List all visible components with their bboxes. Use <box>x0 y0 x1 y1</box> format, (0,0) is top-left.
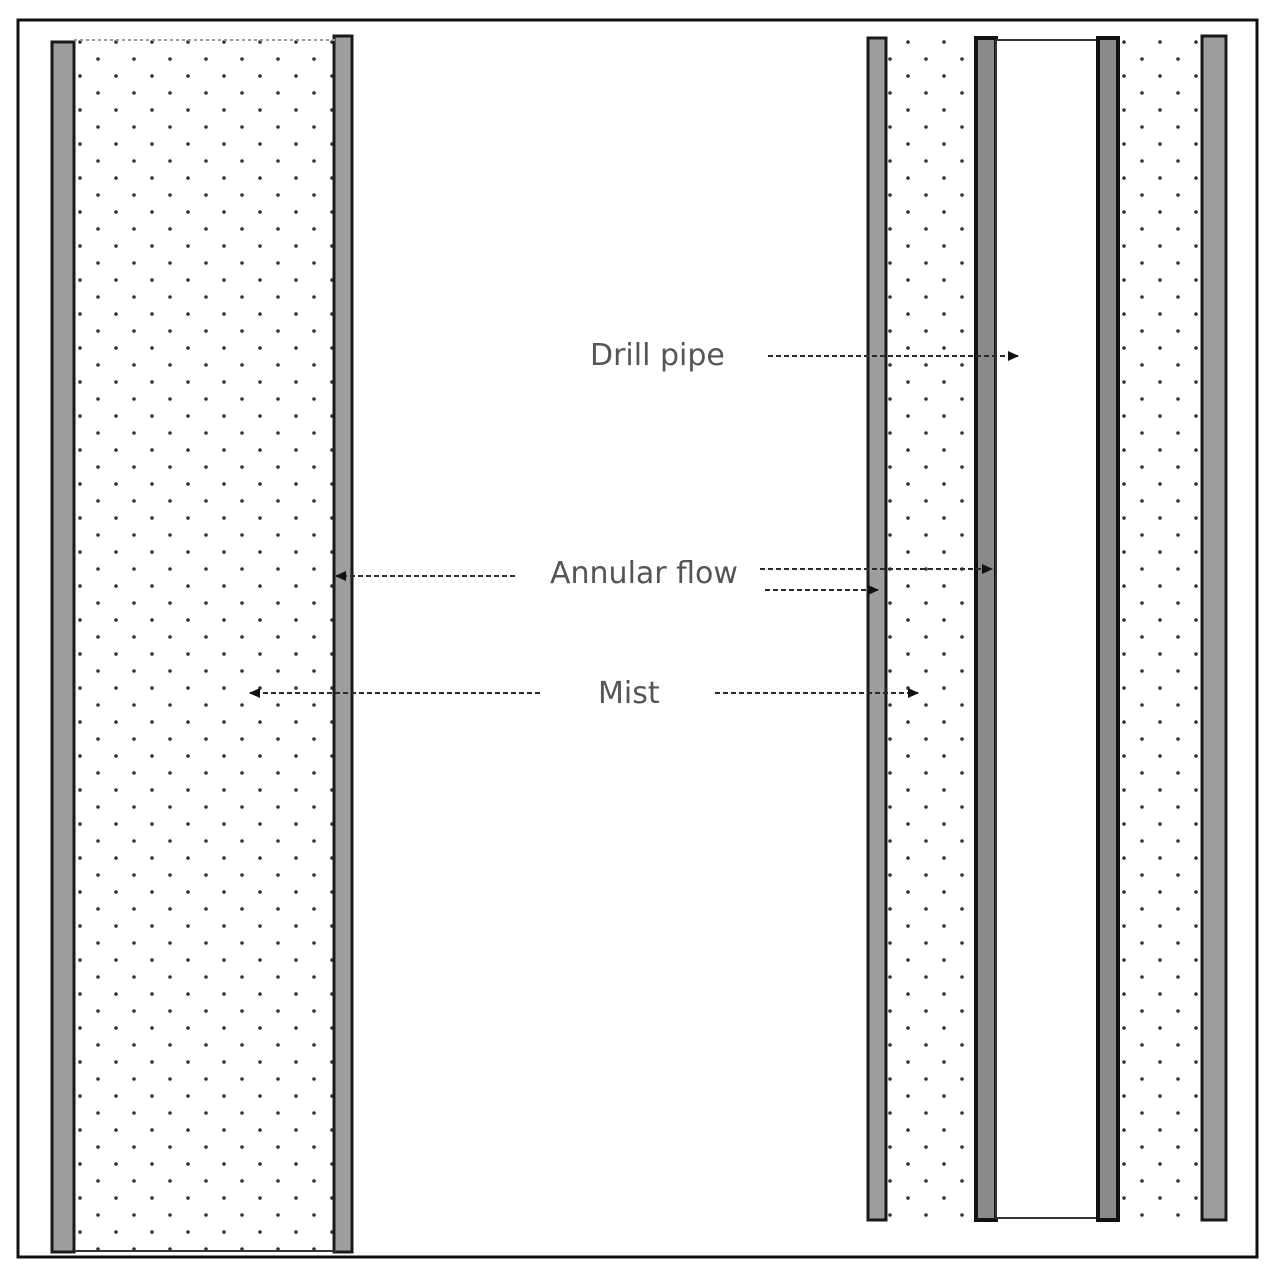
drill-pipe-bore <box>995 39 1099 1219</box>
label-mist: Mist <box>598 676 660 711</box>
left-pipe <box>50 34 354 1254</box>
casing-right-wall <box>1200 34 1228 1222</box>
right-annulus <box>866 34 1228 1222</box>
left-pipe-mist-core <box>74 40 336 1252</box>
figure-border <box>16 18 1259 1259</box>
label-annular-flow: Annular flow <box>550 556 738 591</box>
casing-left-wall <box>866 36 888 1222</box>
annulus-right-mist <box>1118 38 1202 1218</box>
annulus-left-mist <box>886 38 976 1218</box>
left-pipe-inner-wall <box>332 34 354 1254</box>
label-drill-pipe: Drill pipe <box>590 338 725 373</box>
drill-pipe-right-wall <box>1096 36 1120 1222</box>
drill-pipe-left-wall <box>974 36 998 1222</box>
left-pipe-outer-wall <box>50 40 76 1254</box>
